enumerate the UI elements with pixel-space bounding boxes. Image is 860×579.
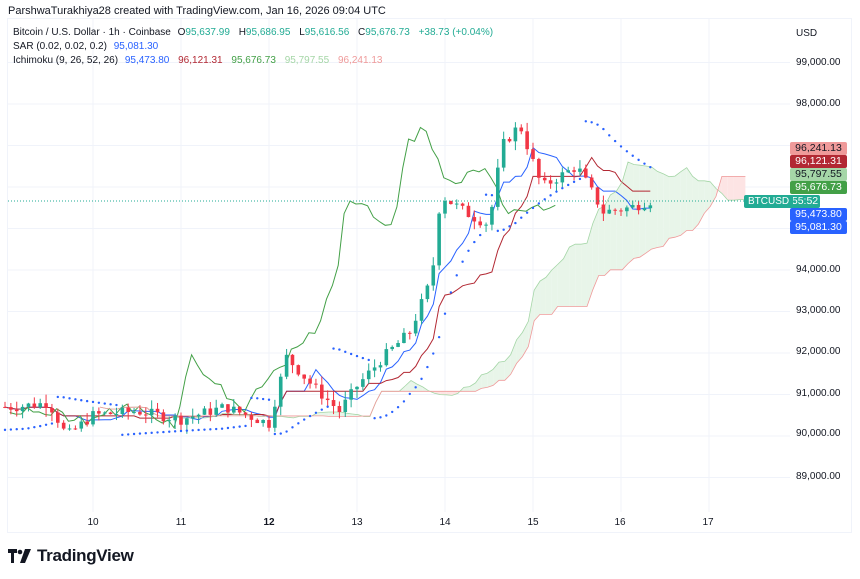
conversion-line-price-tag: 95,473.80	[790, 208, 847, 221]
ichimoku-span-a-value: 95,797.55	[284, 55, 330, 66]
time-tick: 11	[175, 517, 187, 528]
legend-symbol-row: Bitcoin / U.S. Dollar · 1h · Coinbase O9…	[13, 26, 499, 40]
price-tick: 91,000.00	[796, 388, 841, 399]
low-value: 95,616.56	[304, 27, 350, 38]
open-value: 95,637.99	[185, 27, 230, 38]
open-label: O	[177, 27, 186, 38]
price-tick: 94,000.00	[796, 264, 841, 275]
ichimoku-lagging-value: 95,676.73	[231, 55, 276, 66]
countdown-tag: 55:52	[790, 195, 820, 208]
price-tick: 89,000.00	[796, 471, 841, 482]
price-tick: 92,000.00	[796, 346, 841, 357]
time-tick: 17	[702, 517, 714, 528]
time-tick: 10	[87, 517, 99, 528]
chart-legend: Bitcoin / U.S. Dollar · 1h · Coinbase O9…	[13, 26, 499, 68]
time-tick: 15	[527, 517, 539, 528]
close-value: 95,676.73	[365, 27, 410, 38]
tradingview-logo-icon	[8, 549, 31, 563]
span-b-price-tag: 96,241.13	[790, 142, 847, 155]
ichimoku-span-b-value: 96,241.13	[337, 55, 383, 66]
high-label: H	[238, 27, 246, 38]
sar-price-tag: 95,081.30	[790, 221, 847, 234]
legend-sar-row: SAR (0.02, 0.02, 0.2) 95,081.30	[13, 40, 499, 54]
candlesticks	[3, 122, 653, 434]
span-a-price-tag: 95,797.55	[790, 168, 847, 181]
sar-label[interactable]: SAR (0.02, 0.02, 0.2)	[13, 41, 107, 52]
sar-value: 95,081.30	[113, 41, 159, 52]
tradingview-logo[interactable]: TradingView	[8, 546, 134, 566]
ichimoku-base-value: 96,121.31	[178, 55, 223, 66]
symbol-label[interactable]: Bitcoin / U.S. Dollar · 1h · Coinbase	[13, 27, 171, 38]
symbol-price-tag: BTCUSD	[744, 195, 794, 208]
tradingview-logo-text: TradingView	[37, 546, 134, 565]
time-tick: 13	[351, 517, 363, 528]
high-value: 95,686.95	[245, 27, 291, 38]
ichimoku-label[interactable]: Ichimoku (9, 26, 52, 26)	[13, 55, 119, 66]
base-line-price-tag: 96,121.31	[790, 155, 847, 168]
price-tick: 99,000.00	[796, 57, 841, 68]
ichimoku-conversion-value: 95,473.80	[124, 55, 170, 66]
lagging-span-price-tag: 95,676.73	[790, 181, 847, 194]
ichimoku-cloud	[100, 161, 746, 419]
grid-lines	[8, 19, 790, 512]
chart-frame	[7, 18, 852, 533]
price-tick: 93,000.00	[796, 305, 841, 316]
time-tick: 14	[439, 517, 451, 528]
parabolic-sar-dots	[3, 120, 652, 437]
chart-credit: ParshwaTurakhiya28 created with TradingV…	[8, 5, 386, 17]
close-label: C	[358, 27, 366, 38]
time-tick: 16	[614, 517, 626, 528]
currency-label[interactable]: USD	[796, 28, 818, 39]
change-value: +38.73 (+0.04%)	[418, 27, 494, 38]
low-label: L	[299, 27, 305, 38]
price-tick: 98,000.00	[796, 98, 841, 109]
legend-ichimoku-row: Ichimoku (9, 26, 52, 26) 95,473.80 96,12…	[13, 54, 499, 68]
price-tick: 90,000.00	[796, 428, 841, 439]
time-tick-bold: 12	[263, 517, 275, 528]
